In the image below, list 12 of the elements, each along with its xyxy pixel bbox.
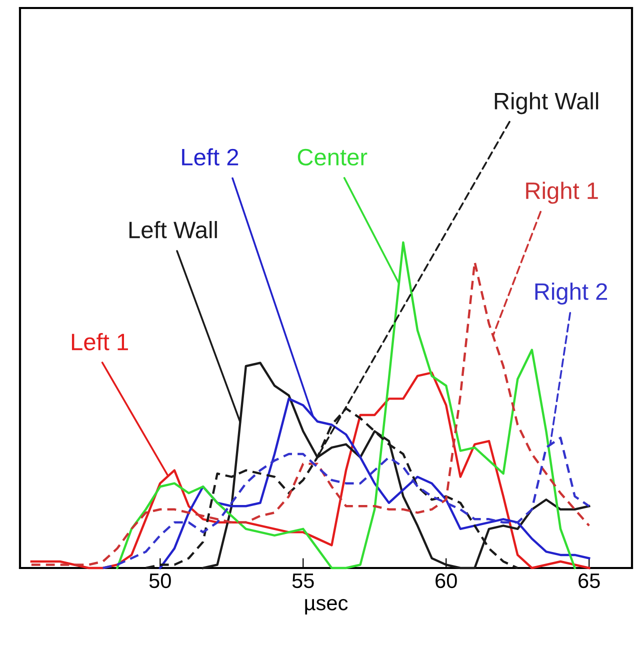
x-axis-title: µsec	[305, 598, 348, 614]
text: Left Wall	[129, 220, 217, 238]
text: Right 1	[526, 182, 598, 204]
text: Left 1	[72, 333, 128, 350]
x-tick-label: 55	[292, 574, 314, 588]
x-tick-label: 65	[578, 573, 600, 588]
text: Right Wall	[494, 92, 598, 114]
text: Center	[298, 148, 368, 166]
x-tick-label: 60	[436, 573, 457, 588]
x-tick-label: 50	[149, 573, 171, 588]
text: Left 2	[182, 148, 238, 166]
text: Right 2	[535, 282, 608, 305]
